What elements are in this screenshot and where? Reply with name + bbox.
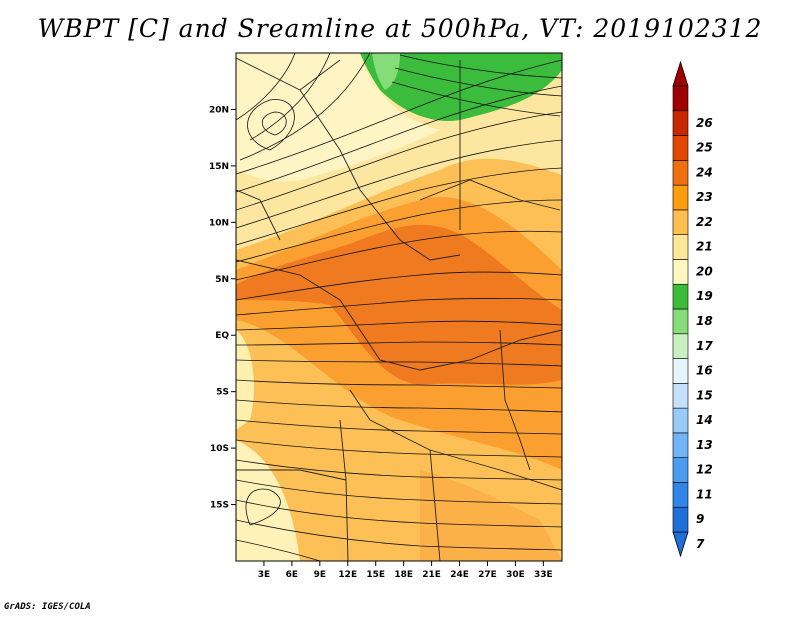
field-north-pale [236,53,440,182]
colorbar-swatch [672,160,689,186]
lat-tick-label: EQ [215,331,229,341]
colorbar-swatch [672,432,689,458]
lon-tick-label: 3E [258,570,270,580]
colorbar-swatch [672,110,689,136]
lon-tick-label: 15E [366,570,385,580]
colorbar-level-label: 22 [696,215,713,229]
longitude-axis: 3E 6E 9E 12E 15E 18E 21E 24E 27E 30E 33E [258,561,553,580]
colorbar-top-arrow [672,60,689,87]
lon-tick-label: 33E [534,570,553,580]
colorbar-swatch [672,135,689,161]
lon-tick-label: 24E [450,570,469,580]
colorbar-swatch [672,209,689,235]
colorbar-swatch [672,333,689,359]
colorbar-swatch [672,308,689,335]
colorbar-level-label: 17 [696,339,713,353]
lat-tick-label: 15N [209,162,229,172]
colorbar-bottom-arrow [672,531,689,558]
lat-tick-label: 10N [209,218,229,228]
lon-tick-label: 12E [338,570,357,580]
field-south-warm [420,470,562,561]
field-north-green [360,53,562,121]
colorbar-level-label: 13 [696,438,713,452]
lat-tick-label: 10S [210,444,229,454]
colorbar-level-label: 12 [696,463,713,477]
colorbar-swatch [672,234,689,260]
latitude-axis: 20N 15N 10N 5N EQ 5S 10S 15S [209,105,236,511]
colorbar-level-label: 24 [696,165,713,179]
colorbar-swatch [672,259,689,285]
colorbar-swatch [672,184,689,211]
colorbar-level-label: 9 [696,512,704,526]
colorbar-swatch [672,506,689,533]
map-panel: 20N 15N 10N 5N EQ 5S 10S 15S 3E 6E 9E 12E 15E 18E 21E… [209,52,563,580]
field-band-23 [236,224,562,385]
colorbar-level-label: 18 [696,314,713,328]
colorbar-swatch [672,358,689,384]
lat-tick-label: 15S [210,501,229,511]
colorbar-level-label: 16 [696,364,713,378]
colorbar-swatch [672,383,689,409]
lon-tick-label: 27E [478,570,497,580]
country-borders [236,57,562,561]
lon-tick-label: 21E [422,570,441,580]
lon-tick-label: 9E [314,570,326,580]
map-frame [235,52,563,562]
colorbar-swatch [672,85,689,112]
colorbar-level-label: 15 [696,388,713,402]
lon-tick-label: 18E [394,570,413,580]
colorbar-level-label: 14 [696,413,713,427]
colorbar-level-label: 25 [696,141,713,155]
chart-title: WBPT [C] and Sreamline at 500hPa, VT: 20… [37,14,763,43]
colorbar-swatch [672,457,689,483]
colorbar-level-label: 7 [696,537,705,551]
lon-tick-label: 6E [286,570,298,580]
colorbar-swatch [672,407,689,434]
lat-tick-label: 5N [215,275,229,285]
colorbar-level-label: 20 [696,264,713,278]
colorbar-level-label: 23 [696,190,713,204]
colorbar-swatch [672,283,689,310]
colorbar-level-label: 19 [696,289,713,303]
colorbar-legend: 7 9 11 12 13 14 15 16 17 18 19 20 21 22 23 24 25 26 [672,60,713,558]
lat-tick-label: 5S [216,388,229,398]
colorbar-level-label: 11 [696,487,713,501]
lat-tick-label: 20N [209,105,229,115]
lon-tick-label: 30E [506,570,525,580]
colorbar-level-label: 21 [696,240,713,254]
grads-credit: GrADS: IGES/COLA [4,602,91,612]
colorbar-level-label: 26 [696,116,713,130]
field-west-cool [236,330,255,430]
field-north-green-light [372,53,400,90]
streamlines [236,53,562,561]
colorbar-swatch [672,482,689,508]
